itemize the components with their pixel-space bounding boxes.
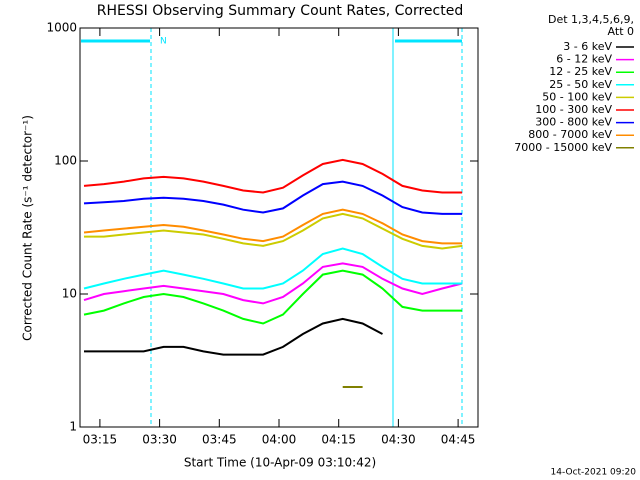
x-tick-label: 04:15 <box>321 433 356 447</box>
legend-label: 25 - 50 keV <box>549 78 612 91</box>
x-tick-label: 04:30 <box>381 433 416 447</box>
series-line <box>83 269 463 325</box>
y-tick-label: 100 <box>54 154 77 168</box>
y-tick-label: 1 <box>69 420 77 434</box>
series-line <box>83 180 463 215</box>
series-line <box>84 212 463 250</box>
x-tick-label: 04:00 <box>262 433 297 447</box>
y-tick-label: 1000 <box>46 21 77 35</box>
legend-label: 100 - 300 keV <box>535 103 612 116</box>
legend-label: 6 - 12 keV <box>556 53 612 66</box>
legend-title: Det 1,3,4,5,6,9, <box>548 13 634 26</box>
series-line <box>84 317 383 356</box>
series-line <box>83 158 463 194</box>
legend-title: Att 0 <box>608 25 634 38</box>
y-tick-label: 10 <box>62 287 77 301</box>
x-tick-label: 03:45 <box>202 433 237 447</box>
x-tick-label: 04:45 <box>441 433 476 447</box>
series-line <box>83 262 463 305</box>
annotation: N <box>160 37 167 47</box>
chart-title: RHESSI Observing Summary Count Rates, Co… <box>97 3 463 19</box>
y-axis-label: Corrected Count Rate (s⁻¹ detector⁻¹) <box>21 115 35 341</box>
series-line <box>83 247 463 290</box>
footer: 14-Oct-2021 09:20 <box>551 468 637 478</box>
attenuator-state <box>81 28 463 427</box>
legend-label: 300 - 800 keV <box>535 116 612 129</box>
legend-label: 50 - 100 keV <box>542 90 612 103</box>
legend-label: 12 - 25 keV <box>549 65 612 78</box>
x-tick-label: 03:30 <box>142 433 177 447</box>
x-tick-label: 03:15 <box>83 433 118 447</box>
legend-label: 3 - 6 keV <box>563 40 612 53</box>
series-line <box>83 208 463 245</box>
legend-label: 7000 - 15000 keV <box>514 141 612 154</box>
x-axis-label: Start Time (10-Apr-09 03:10:42) <box>184 456 376 470</box>
legend-label: 800 - 7000 keV <box>528 128 612 141</box>
